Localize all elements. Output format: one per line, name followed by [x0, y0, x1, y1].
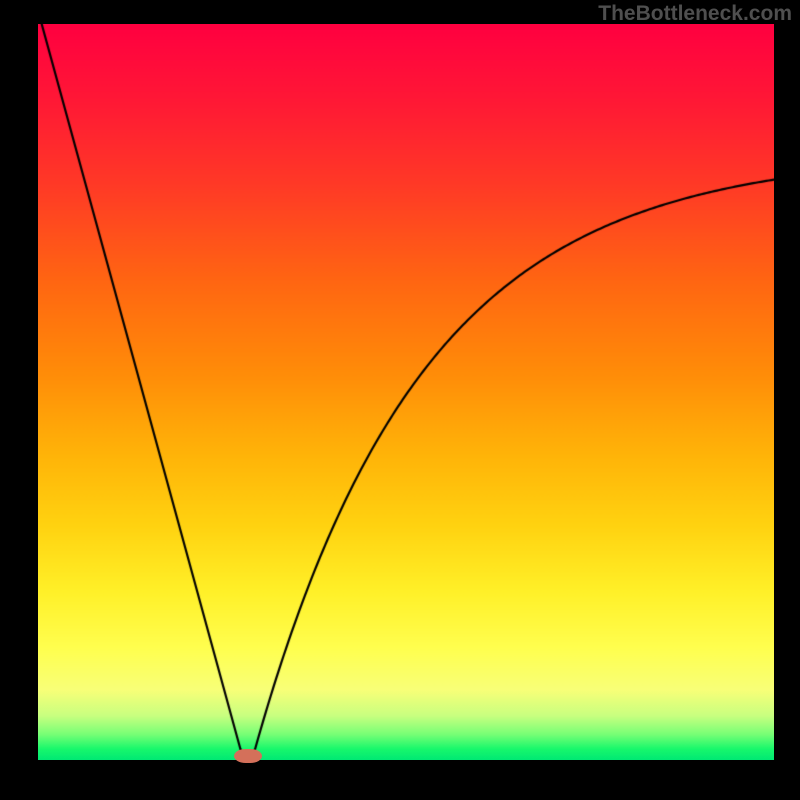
chart-container: TheBottleneck.com	[0, 0, 800, 800]
plot-area	[38, 24, 774, 760]
watermark-text: TheBottleneck.com	[598, 2, 792, 26]
curve-minimum-marker	[234, 749, 262, 763]
bottleneck-curve	[38, 24, 774, 760]
